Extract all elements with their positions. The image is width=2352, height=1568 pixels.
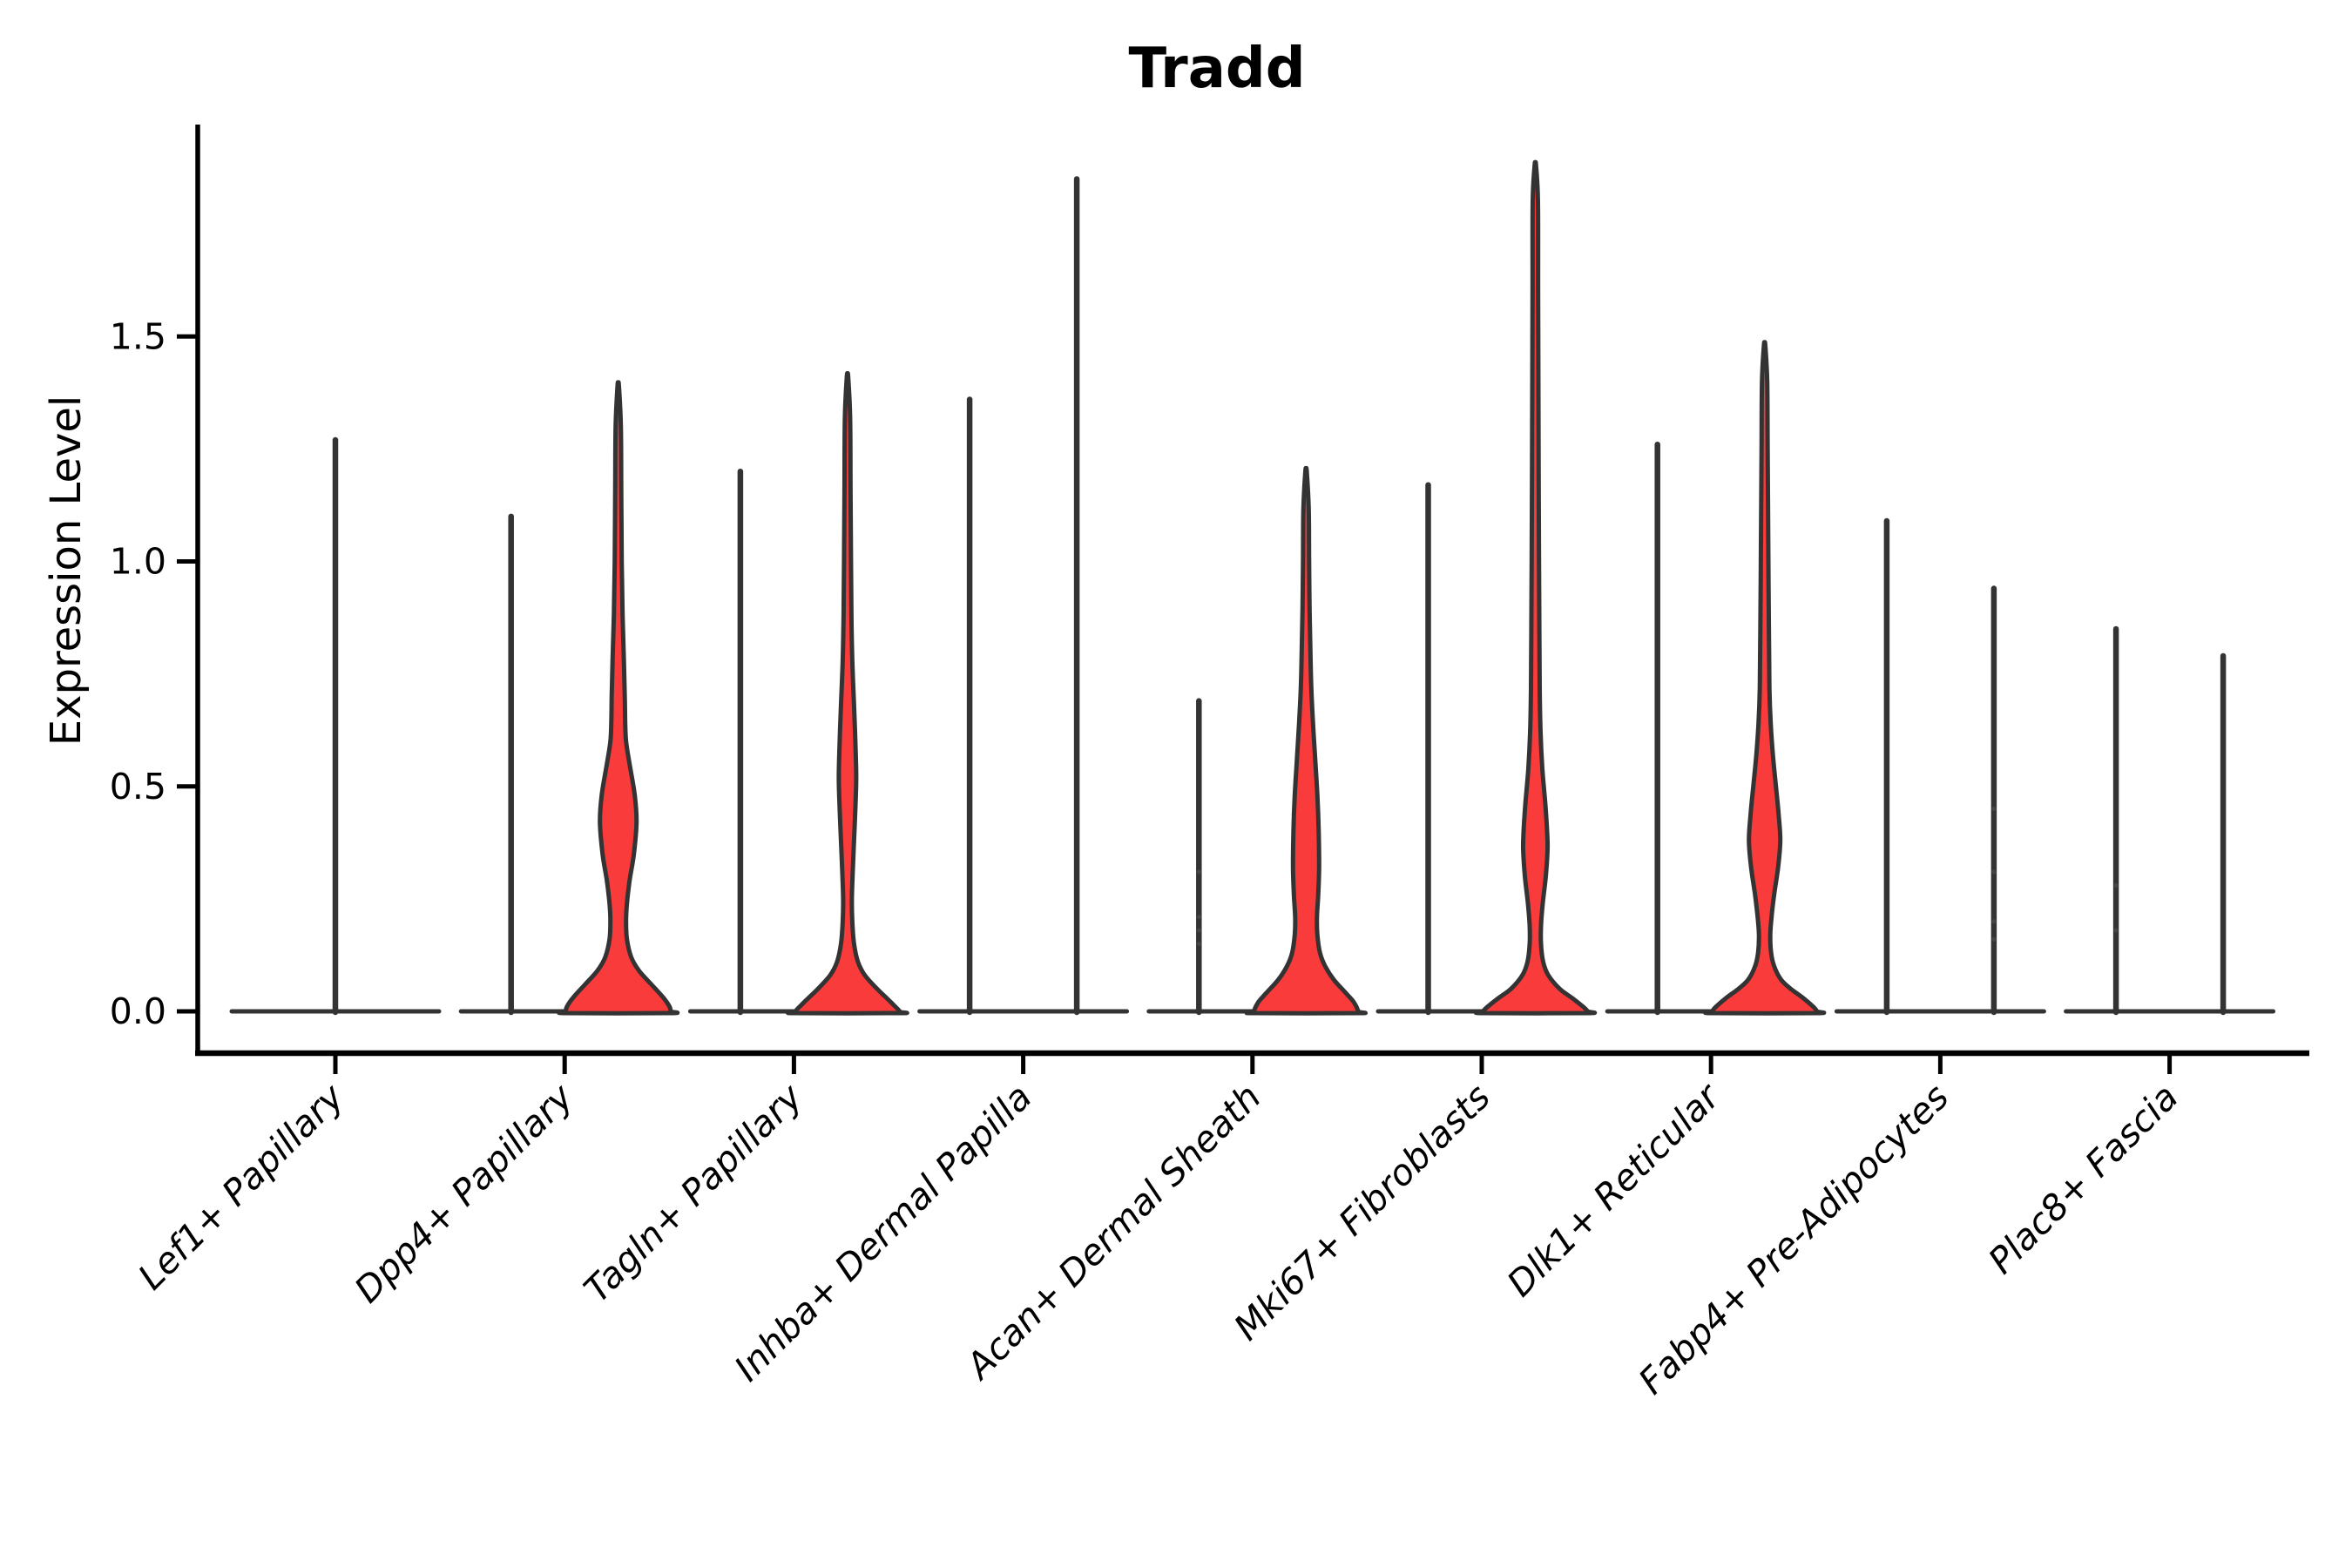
jitter-dot: [1991, 936, 1997, 942]
violin-body: [557, 380, 680, 1016]
y-tick-label: 1.5: [110, 315, 166, 357]
jitter-dot: [1991, 919, 1997, 924]
x-tick-label: Tagln+ Papillary: [576, 1076, 811, 1311]
jitter-dot: [1196, 914, 1201, 920]
jitter-dot: [1196, 941, 1201, 947]
violin-body: [1473, 159, 1598, 1016]
chart-title: Tradd: [1129, 37, 1306, 101]
x-tick-label: Plac8+ Fascia: [1980, 1076, 2186, 1281]
jitter-dot: [1991, 806, 1997, 812]
y-axis-label: Expression Level: [42, 395, 91, 747]
jitter-dot: [1196, 869, 1201, 875]
x-tick-label: Mki67+ Fibroblasts: [1226, 1076, 1498, 1348]
jitter-dot: [1991, 869, 1997, 875]
jitter-dot: [2113, 882, 2119, 888]
axes-layer: [177, 125, 2309, 1074]
y-tick-label: 1.0: [110, 541, 166, 583]
jitter-dot: [1196, 928, 1201, 933]
y-tick-label: 0.0: [110, 990, 166, 1032]
violin-body: [1244, 465, 1369, 1016]
x-tick-label: Dpp4+ Papillary: [347, 1076, 582, 1311]
violin-body: [785, 371, 909, 1016]
jitter-dot: [2113, 928, 2119, 933]
violin-body: [1703, 340, 1827, 1016]
x-tick-label: Dlk1+ Reticular: [1499, 1075, 1729, 1305]
y-tick-label: 0.5: [110, 766, 166, 808]
violins-layer: [332, 159, 2227, 1016]
x-tick-label: Lef1+ Papillary: [130, 1076, 352, 1298]
